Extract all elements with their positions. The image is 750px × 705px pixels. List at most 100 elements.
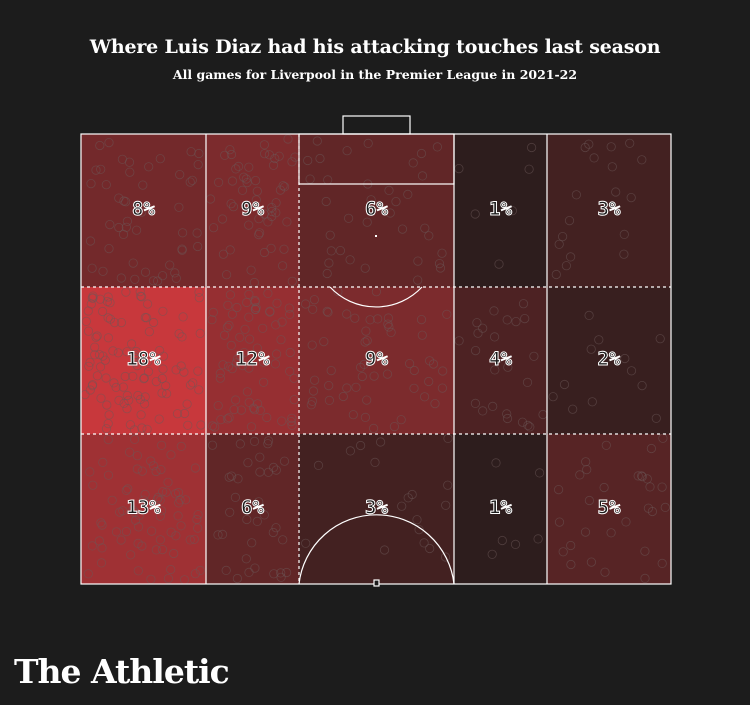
touch-dot [242, 178, 252, 188]
touch-dot [319, 336, 329, 347]
touch-dot [118, 382, 128, 392]
touch-dot [258, 377, 269, 387]
zone-percentage-label: 3% [598, 198, 621, 220]
touch-dot [96, 164, 106, 174]
touch-dot [139, 495, 149, 505]
touch-dot [101, 424, 112, 434]
zone-labels: 8% 9% 6% 1% 3% 18% 12% 9% 4% 2% 13% 6% 3% 1% 5% [126, 198, 622, 520]
touch-dot [91, 165, 101, 175]
penalty-arc [329, 286, 423, 308]
touch-dot [575, 470, 585, 480]
touch-dot [220, 150, 230, 160]
touch-dot [408, 158, 418, 168]
touch-dot [183, 420, 193, 430]
touch-dot [424, 376, 434, 387]
touch-dot [158, 487, 168, 497]
touch-dot [166, 527, 176, 537]
touch-dot [432, 142, 442, 152]
touch-dot [636, 471, 647, 481]
touch-dot [660, 502, 670, 512]
touch-dot [140, 267, 151, 277]
touch-dot [84, 361, 94, 371]
touch-dot [227, 471, 237, 481]
touch-dot [489, 306, 499, 316]
touch-dot [594, 335, 604, 345]
touch-dot [163, 573, 173, 584]
touch-dot [369, 371, 379, 381]
touch-dot [225, 507, 235, 517]
touch-dot [103, 333, 114, 343]
touch-dot [179, 367, 189, 377]
touch-dot [520, 313, 530, 324]
touch-dot [153, 492, 163, 502]
touch-dot [165, 260, 175, 270]
touch-dot [281, 567, 292, 578]
touch-dot [266, 243, 276, 253]
touch-dot [241, 554, 251, 564]
touch-dot [255, 452, 265, 462]
touch-dot [315, 153, 325, 164]
touch-dot [96, 393, 106, 403]
touch-dot [249, 403, 259, 413]
touch-dot [279, 244, 289, 254]
touch-dot [584, 310, 594, 320]
touch-dot [308, 386, 319, 396]
zone-percentage-label: 4% [489, 348, 512, 370]
touch-dot [360, 263, 370, 273]
touch-dot [102, 296, 113, 307]
touch-dot [146, 456, 156, 466]
touch-dot [244, 567, 254, 578]
touch-dot [425, 543, 435, 554]
touch-dot [511, 316, 521, 327]
touch-dot [584, 495, 595, 506]
touch-dot [278, 181, 288, 191]
touch-dot [502, 413, 513, 424]
touch-dot [133, 390, 143, 401]
touch-dot [87, 263, 97, 273]
touch-dot [271, 465, 281, 475]
touch-dot [176, 521, 186, 531]
zone-percentage-label: 6% [241, 497, 264, 519]
touch-dot [137, 423, 147, 433]
touch-dot [83, 326, 94, 336]
touch-dot [370, 457, 380, 467]
touch-dot [254, 230, 264, 240]
touch-dot [175, 170, 185, 180]
touch-dot [640, 573, 650, 584]
zone-percentage-label: 3% [365, 497, 388, 519]
touch-dot [606, 528, 616, 538]
touch-dot [81, 390, 90, 400]
touch-dot [283, 134, 293, 144]
touch-dot [360, 412, 370, 422]
touch-dot [175, 495, 185, 505]
chart-title: Where Luis Diaz had his attacking touche… [89, 36, 661, 58]
touch-dot [235, 332, 245, 342]
touch-dot [121, 197, 131, 207]
touch-dot [324, 380, 334, 391]
zone-percentage-label: 9% [365, 348, 388, 370]
touch-dot [225, 290, 235, 300]
touch-dot [375, 437, 386, 447]
touch-dot [250, 295, 260, 306]
touch-dot [285, 309, 295, 319]
touch-dot [470, 398, 480, 408]
touch-dot [529, 351, 539, 361]
touch-dot [161, 487, 171, 497]
touch-dot [619, 229, 629, 239]
touch-dot [136, 291, 146, 301]
touch-dot [250, 563, 260, 573]
touch-dot [365, 315, 375, 325]
touch-dot [138, 180, 148, 190]
touch-dot [582, 464, 592, 475]
touch-dot [289, 373, 299, 383]
touch-dot [581, 457, 591, 467]
touch-dot [470, 209, 480, 219]
touch-dot [101, 373, 111, 383]
touch-dot [301, 538, 311, 548]
touch-dot [133, 566, 143, 576]
touch-dot [207, 440, 218, 450]
touch-dot [98, 266, 108, 276]
touch-dot [584, 139, 594, 149]
touch-dot [454, 164, 464, 174]
touch-dot [409, 383, 419, 393]
